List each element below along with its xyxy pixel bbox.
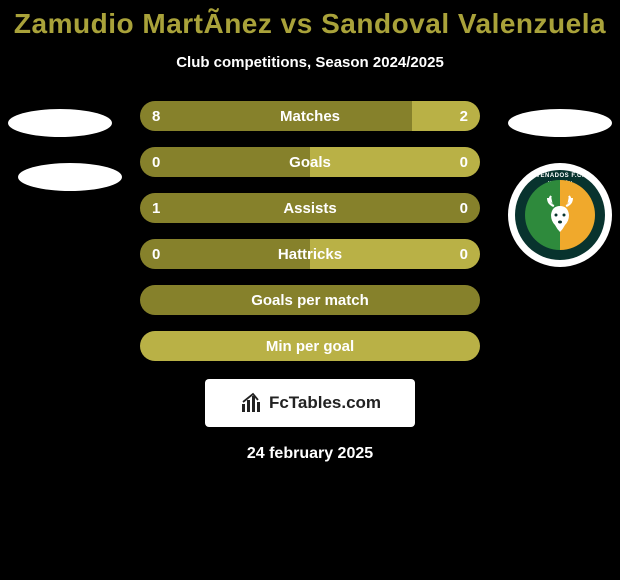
stat-value-left: 1 (152, 193, 160, 223)
stat-row-goals-per-match: Goals per match (140, 285, 480, 315)
stat-value-left: 0 (152, 147, 160, 177)
fctables-badge: FcTables.com (205, 379, 415, 427)
fctables-text: FcTables.com (269, 393, 381, 413)
stat-value-right: 2 (460, 101, 468, 131)
stat-row-assists: Assists1 0 (140, 193, 480, 223)
player2-club-badge: VENADOS F.C. YUCATÁN (508, 163, 612, 267)
player1-avatar-placeholder (8, 109, 112, 137)
stat-label: Matches (140, 101, 480, 131)
stat-label: Hattricks (140, 239, 480, 269)
content: VENADOS F.C. YUCATÁN Matches82Goals00Ass… (0, 101, 620, 463)
page-title: Zamudio MartÃnez vs Sandoval Valenzuela (0, 0, 620, 40)
stat-value-right: 0 (460, 239, 468, 269)
stat-value-right: 0 (460, 147, 468, 177)
stat-row-min-per-goal: Min per goal (140, 331, 480, 361)
club-badge-name: VENADOS F.C. (515, 173, 605, 179)
stat-value-left: 8 (152, 101, 160, 131)
chart-icon (239, 391, 263, 415)
stats-bars: Matches82Goals00Assists10Hattricks00Goal… (140, 101, 480, 361)
stat-label: Goals (140, 147, 480, 177)
stat-row-hattricks: Hattricks0 0 (140, 239, 480, 269)
stat-value-left: 0 (152, 239, 160, 269)
player1-club-placeholder (18, 163, 122, 191)
stat-row-matches: Matches8 2 (140, 101, 480, 131)
player1-name: Zamudio MartÃnez (14, 8, 272, 39)
club-badge-inner: VENADOS F.C. YUCATÁN (515, 170, 605, 260)
deer-icon (536, 192, 584, 240)
stat-label: Assists (140, 193, 480, 223)
vs-text: vs (281, 8, 313, 39)
stat-label: Goals per match (140, 285, 480, 315)
player2-name: Sandoval Valenzuela (321, 8, 606, 39)
stat-row-goals: Goals0 0 (140, 147, 480, 177)
stat-value-right: 0 (460, 193, 468, 223)
player2-avatar-placeholder (508, 109, 612, 137)
stat-label: Min per goal (140, 331, 480, 361)
subtitle: Club competitions, Season 2024/2025 (0, 54, 620, 71)
date-text: 24 february 2025 (0, 445, 620, 463)
